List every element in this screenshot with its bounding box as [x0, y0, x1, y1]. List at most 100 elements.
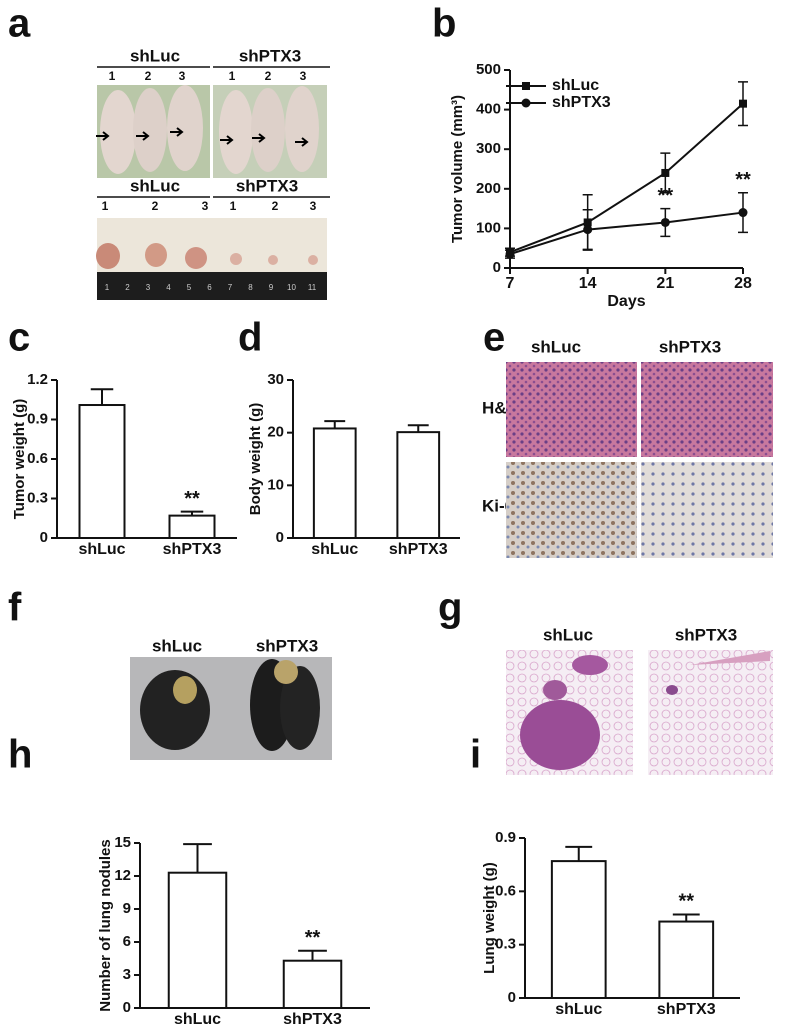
mouse-number: 1: [229, 69, 236, 83]
group-label: shPTX3: [239, 46, 301, 65]
y-tick-label: 1.2: [27, 371, 48, 388]
y-tick-label: 0.6: [27, 450, 48, 467]
x-tick-label: 21: [656, 275, 674, 292]
legend-marker: [522, 82, 530, 90]
marker: [505, 249, 515, 259]
y-axis-label: Tumor weight (g): [11, 399, 28, 520]
bar: [78, 404, 126, 539]
mouse-number: 1: [109, 69, 116, 83]
lung-photo: [130, 657, 332, 760]
y-axis-label: Number of lung nodules: [97, 839, 114, 1012]
y-tick-label: 6: [123, 933, 131, 950]
y-tick-label: 0: [276, 529, 284, 546]
y-tick-label: 20: [267, 424, 284, 441]
mouse-number: 3: [310, 199, 317, 213]
marker: [739, 99, 747, 108]
error-bar: [407, 424, 429, 433]
marker: [661, 168, 670, 177]
error-bar: [90, 388, 114, 406]
histology-image: [641, 362, 773, 457]
y-axis-label: Body weight (g): [247, 403, 264, 516]
ruler-number: 7: [228, 283, 233, 292]
significance: **: [658, 185, 674, 207]
y-tick-label: 9: [123, 900, 131, 917]
mouse-photo: [96, 85, 327, 178]
y-tick-label: 0.9: [27, 410, 48, 427]
y-tick-label: 0.6: [495, 882, 516, 899]
legend-label: shLuc: [552, 77, 599, 94]
x-tick-label: 28: [734, 275, 752, 292]
y-tick-label: 100: [476, 219, 501, 236]
panel-label: c: [8, 316, 30, 360]
x-tick-label: 14: [579, 275, 597, 292]
ruler-number: 9: [269, 283, 274, 292]
panel-label: a: [8, 2, 31, 46]
error-bar: [672, 913, 700, 922]
error-bar: [298, 949, 327, 961]
bar: [312, 427, 357, 540]
y-tick-label: 0: [508, 989, 516, 1006]
y-tick-label: 300: [476, 140, 501, 157]
group-label: shPTX3: [236, 176, 298, 195]
y-tick-label: 400: [476, 101, 501, 118]
column-label: shLuc: [543, 625, 593, 644]
group-label: shLuc: [130, 176, 180, 195]
x-tick-label: 7: [506, 275, 515, 292]
tumor-photo: [96, 218, 327, 300]
mouse-number: 3: [300, 69, 307, 83]
column-label: shPTX3: [659, 337, 721, 356]
column-label: shLuc: [152, 636, 202, 655]
ruler-number: 3: [146, 283, 151, 292]
x-axis-label: Days: [607, 293, 645, 310]
panel-label: b: [432, 2, 456, 46]
y-axis-label: Tumor volume (mm³): [449, 95, 466, 243]
y-tick-label: 500: [476, 61, 501, 78]
y-axis-label: Lung weight (g): [481, 862, 498, 974]
y-tick-label: 10: [267, 476, 284, 493]
bar: [396, 431, 441, 540]
mouse-number: 3: [202, 199, 209, 213]
x-tick-label: shLuc: [78, 541, 125, 558]
y-tick-label: 0: [123, 999, 131, 1016]
y-tick-label: 0: [40, 529, 48, 546]
mouse-number: 1: [102, 199, 109, 213]
y-tick-label: 3: [123, 966, 131, 983]
significance: **: [678, 891, 694, 913]
mouse-number: 2: [145, 69, 152, 83]
x-tick-label: shPTX3: [163, 541, 222, 558]
histology-image: [506, 462, 637, 558]
x-tick-label: shLuc: [555, 1001, 602, 1018]
bar: [282, 959, 343, 1010]
ruler-number: 1: [105, 283, 110, 292]
bar: [658, 920, 715, 999]
series-line: [509, 102, 744, 254]
y-tick-label: 0: [493, 259, 501, 276]
legend-marker: [521, 98, 531, 108]
panel-label: f: [8, 586, 22, 630]
error-bar: [183, 843, 212, 873]
x-tick-label: shPTX3: [283, 1011, 342, 1028]
column-label: shPTX3: [675, 625, 737, 644]
histology-image: [506, 362, 637, 457]
y-tick-label: 0.3: [495, 936, 516, 953]
marker: [660, 217, 670, 227]
panel-label: i: [470, 733, 481, 777]
x-tick-label: shPTX3: [389, 541, 448, 558]
bar: [168, 514, 216, 539]
mouse-number: 3: [179, 69, 186, 83]
marker: [738, 208, 748, 218]
ruler: 1 2 3 4 5 6 7 8 9 10 11: [105, 283, 317, 292]
mouse-number: 2: [265, 69, 272, 83]
column-label: shLuc: [531, 337, 581, 356]
y-tick-label: 15: [114, 834, 131, 851]
y-tick-label: 12: [114, 867, 131, 884]
significance: **: [184, 488, 200, 510]
group-label: shLuc: [130, 46, 180, 65]
marker: [583, 225, 593, 235]
significance: **: [735, 169, 751, 191]
ruler-number: 5: [187, 283, 192, 292]
ruler-number: 6: [207, 283, 212, 292]
lung-histology: [506, 650, 773, 775]
panel-label: g: [438, 586, 462, 630]
